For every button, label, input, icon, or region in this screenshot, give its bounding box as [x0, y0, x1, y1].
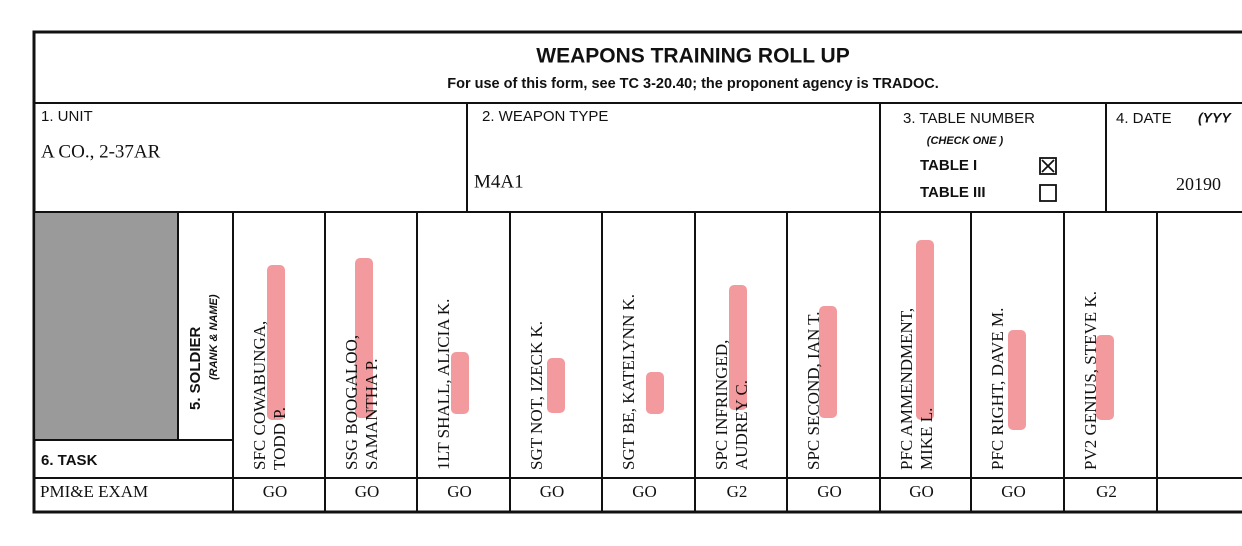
redaction-mark [1096, 335, 1114, 420]
soldier-name: SGT NOT, IZECK K. [527, 321, 546, 470]
result: GO [355, 482, 380, 501]
form-border [32, 30, 1242, 514]
option-label: TABLE I [920, 157, 977, 174]
shaded-box [36, 213, 178, 440]
field-value: A CO., 2-37AR [41, 141, 161, 162]
result: GO [1001, 482, 1026, 501]
field-note: (YYY [1198, 110, 1232, 126]
redaction-mark [819, 306, 837, 418]
soldier-name: AUDREY C. [732, 380, 751, 470]
result: GO [817, 482, 842, 501]
form-subtitle: For use of this form, see TC 3-20.40; th… [447, 76, 938, 92]
checkbox [1039, 157, 1057, 175]
result: GO [540, 482, 565, 501]
soldier-name: SFC COWABUNGA, [250, 321, 269, 470]
result: GO [447, 482, 472, 501]
checkbox [1039, 184, 1057, 202]
result: G2 [1096, 482, 1117, 501]
soldier-name: PFC RIGHT, DAVE M. [988, 308, 1007, 470]
field-label: 1. UNIT [41, 108, 93, 125]
soldier-name: TODD P. [270, 407, 289, 470]
soldier-name: SAMANTHA P. [362, 359, 381, 470]
redaction-mark [355, 258, 373, 418]
redaction-mark [729, 285, 747, 410]
redaction-mark [1008, 330, 1026, 430]
field-label: 3. TABLE NUMBER [903, 110, 1035, 127]
form-title: WEAPONS TRAINING ROLL UP [536, 45, 849, 68]
check-mark [1041, 159, 1055, 173]
field-label: 4. DATE [1116, 110, 1172, 127]
soldier-name: SPC SECOND, IAN T. [804, 311, 823, 470]
soldier-name: SPC INFRINGED, [712, 340, 731, 470]
soldier-name: 1LT SHALL, ALICIA K. [434, 299, 453, 470]
soldier-name: MIKE L. [917, 408, 936, 470]
task-name: PMI&E EXAM [40, 482, 148, 501]
task-header: 6. TASK [41, 452, 98, 469]
field-label: 2. WEAPON TYPE [482, 108, 608, 125]
result: GO [909, 482, 934, 501]
soldier-name: SSG BOOGALOO, [342, 335, 361, 470]
soldier-name: PV2 GENIUS, STEVE K. [1081, 291, 1100, 470]
soldier-name: SGT BE, KATELYNN K. [619, 294, 638, 470]
soldier-header: 5. SOLDIER [187, 326, 204, 410]
option-label: TABLE III [920, 184, 986, 201]
result: GO [263, 482, 288, 501]
soldier-header-note: (RANK & NAME) [208, 294, 220, 380]
field-value: 20190 [1176, 174, 1221, 194]
soldier-name: PFC AMMENDMENT, [897, 308, 916, 470]
redaction-mark [451, 352, 469, 414]
redaction-mark [267, 265, 285, 420]
redaction-mark [646, 372, 664, 414]
field-note: (CHECK ONE ) [927, 135, 1004, 147]
redaction-mark [547, 358, 565, 413]
result: GO [632, 482, 657, 501]
result: G2 [727, 482, 748, 501]
redaction-mark [916, 240, 934, 420]
field-value: M4A1 [474, 171, 524, 192]
